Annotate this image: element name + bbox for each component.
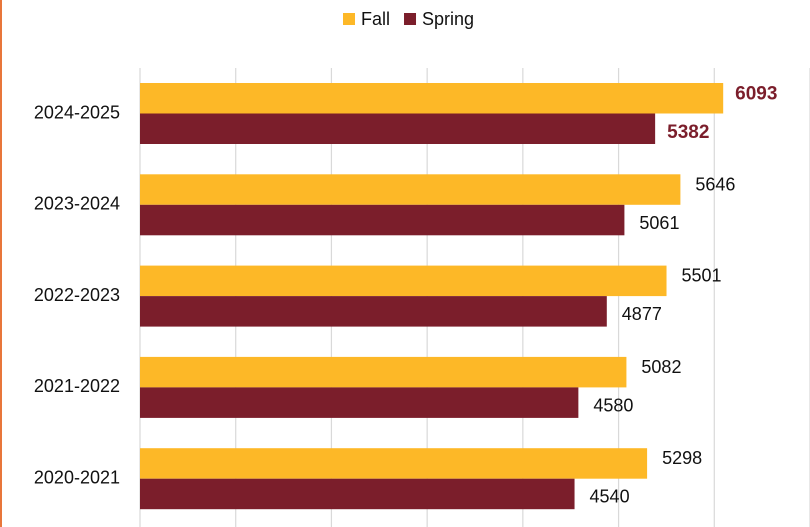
legend-swatch	[404, 13, 417, 25]
bar	[140, 448, 648, 479]
bar	[140, 204, 625, 236]
y-tick-label: 2020-2021	[34, 467, 120, 487]
data-label: 5382	[667, 122, 709, 143]
bar	[140, 265, 667, 297]
legend: Fall Spring	[343, 9, 474, 29]
data-label: 5501	[682, 266, 722, 286]
legend-label: Fall	[361, 9, 390, 29]
y-tick-label: 2023-2024	[34, 194, 120, 214]
bar	[140, 387, 579, 418]
data-label: 5298	[662, 448, 702, 468]
legend-label: Spring	[422, 9, 474, 29]
bar	[140, 356, 627, 388]
bar	[140, 296, 607, 327]
bar	[140, 478, 575, 510]
data-label: 4540	[590, 487, 630, 507]
data-label: 5061	[639, 213, 679, 233]
data-label: 4877	[622, 304, 662, 324]
bar	[140, 174, 681, 205]
y-tick-label: 2022-2023	[34, 285, 120, 305]
data-label: 6093	[735, 83, 777, 104]
y-tick-label: 2021-2022	[34, 376, 120, 396]
y-tick-label: 2024-2025	[34, 102, 120, 122]
bar	[140, 83, 724, 114]
legend-swatch	[343, 13, 355, 25]
data-label: 5082	[641, 357, 681, 377]
data-label: 4580	[593, 395, 633, 415]
data-label: 5646	[695, 174, 735, 194]
bar	[140, 113, 656, 144]
